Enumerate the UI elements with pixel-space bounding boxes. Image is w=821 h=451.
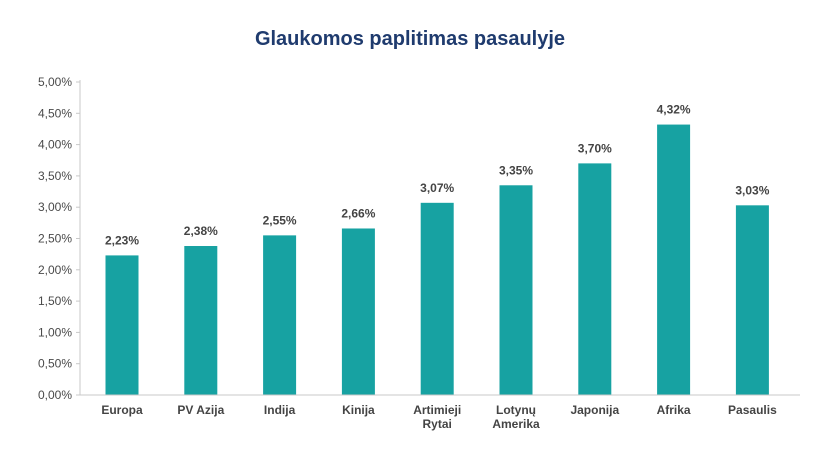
x-tick-label: Kinija <box>342 403 375 417</box>
y-tick-label: 3,00% <box>38 200 72 214</box>
data-label: 2,66% <box>341 206 375 220</box>
x-tick-label: PV Azija <box>177 403 224 417</box>
bar <box>341 228 375 395</box>
y-tick-label: 2,00% <box>38 263 72 277</box>
data-label: 3,70% <box>578 141 612 155</box>
x-axis: Europa PV Azija Indija Kinija ArtimiejiRytai… <box>80 394 800 431</box>
data-label: 3,35% <box>499 163 533 177</box>
y-tick-label: 0,50% <box>38 357 72 371</box>
y-tick-label: 3,50% <box>38 169 72 183</box>
data-label: 2,38% <box>184 224 218 238</box>
x-tick-label: Afrika <box>657 403 691 417</box>
data-label: 2,55% <box>263 213 297 227</box>
data-label: 3,03% <box>735 183 769 197</box>
y-tick-label: 0,00% <box>38 388 72 402</box>
x-tick-label: Lotynų <box>496 403 536 417</box>
x-tick-label: Europa <box>101 403 143 417</box>
x-tick-label: Indija <box>264 403 296 417</box>
bar <box>657 124 691 396</box>
y-tick-label: 1,50% <box>38 294 72 308</box>
data-label: 3,07% <box>420 181 454 195</box>
y-tick-label: 4,50% <box>38 106 72 120</box>
y-tick-label: 2,50% <box>38 232 72 246</box>
x-tick-label: Japonija <box>570 403 619 417</box>
y-tick-label: 1,00% <box>38 325 72 339</box>
x-tick-label: Artimieji <box>413 403 461 417</box>
data-label: 4,32% <box>657 103 691 117</box>
bar <box>184 246 218 395</box>
x-tick-label: Pasaulis <box>728 403 777 417</box>
y-axis: 0,00% 0,50% 1,00% 1,50% 2,00% 2,50% 3,00% 3,50%… <box>38 75 81 402</box>
x-tick-label: Rytai <box>423 417 452 431</box>
y-tick-label: 5,00% <box>38 75 72 89</box>
data-label: 2,23% <box>105 233 139 247</box>
bar <box>263 235 297 395</box>
bar <box>420 202 454 395</box>
bars: 2,23% 2,38% 2,55% 2,66% 3,07% 3,35% 3,70% 4,32%… <box>105 103 770 396</box>
chart-title: Glaukomos paplitimas pasaulyje <box>255 28 565 50</box>
bar <box>499 185 533 395</box>
x-tick-label: Amerika <box>492 417 540 431</box>
bar <box>735 205 769 395</box>
y-tick-label: 4,00% <box>38 138 72 152</box>
bar <box>578 163 612 395</box>
bar <box>105 255 139 395</box>
